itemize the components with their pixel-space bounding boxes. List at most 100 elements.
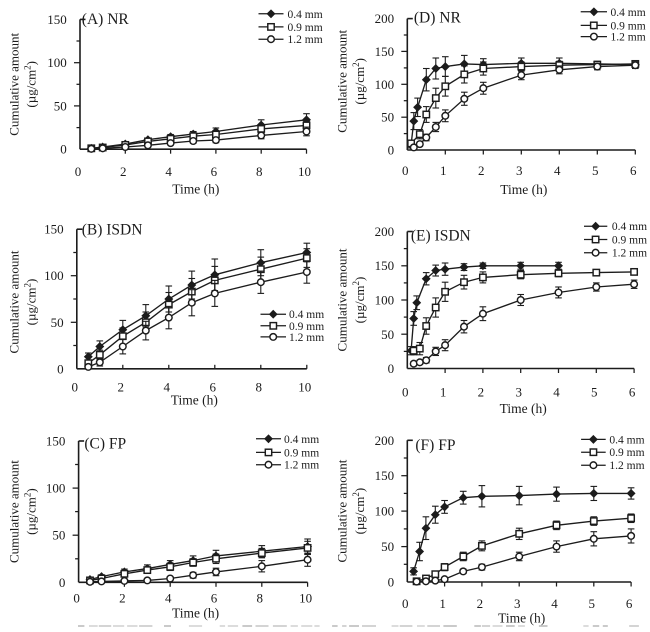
svg-text:6: 6: [626, 596, 633, 611]
svg-text:6: 6: [629, 385, 636, 400]
svg-text:0: 0: [75, 164, 82, 179]
svg-text:0.4 mm: 0.4 mm: [284, 434, 319, 446]
svg-text:Cumulative amount: Cumulative amount: [6, 250, 21, 353]
svg-text:3: 3: [515, 385, 522, 400]
svg-text:150: 150: [44, 222, 64, 237]
svg-text:100: 100: [375, 77, 395, 92]
svg-text:0.4 mm: 0.4 mm: [612, 221, 647, 233]
svg-text:8: 8: [256, 380, 263, 395]
svg-text:0: 0: [388, 575, 395, 590]
svg-text:50: 50: [51, 315, 64, 330]
svg-text:0.4 mm: 0.4 mm: [289, 309, 324, 321]
svg-text:0.4 mm: 0.4 mm: [611, 7, 646, 19]
svg-text:100: 100: [375, 504, 395, 519]
svg-text:0: 0: [402, 596, 409, 611]
svg-text:10: 10: [298, 380, 311, 395]
svg-text:200: 200: [375, 224, 395, 239]
svg-text:50: 50: [52, 528, 65, 543]
svg-text:(µg/cm2): (µg/cm2): [22, 61, 38, 108]
svg-text:(E) ISDN: (E) ISDN: [411, 228, 471, 245]
svg-text:Time (h): Time (h): [172, 605, 219, 620]
svg-text:0: 0: [388, 361, 395, 376]
svg-text:150: 150: [47, 12, 67, 27]
svg-text:6: 6: [630, 163, 637, 178]
svg-text:10: 10: [298, 164, 311, 179]
svg-text:(µg/cm2): (µg/cm2): [22, 279, 38, 326]
svg-text:Time (h): Time (h): [498, 611, 545, 626]
svg-text:Time (h): Time (h): [500, 182, 547, 197]
svg-text:50: 50: [381, 539, 394, 554]
svg-text:0: 0: [388, 143, 395, 158]
svg-text:4: 4: [164, 380, 171, 395]
svg-text:150: 150: [46, 434, 66, 449]
svg-text:2: 2: [118, 380, 125, 395]
svg-text:Cumulative amount: Cumulative amount: [6, 460, 21, 563]
svg-text:150: 150: [375, 468, 395, 483]
svg-text:1.2 mm: 1.2 mm: [284, 460, 319, 472]
svg-text:(µg/cm2): (µg/cm2): [351, 58, 367, 105]
svg-text:Time (h): Time (h): [500, 401, 547, 416]
svg-text:100: 100: [44, 268, 64, 283]
svg-text:1.2 mm: 1.2 mm: [289, 332, 324, 344]
svg-text:1.2 mm: 1.2 mm: [611, 32, 646, 44]
svg-text:Cumulative amount: Cumulative amount: [334, 459, 349, 562]
svg-text:Cumulative amount: Cumulative amount: [334, 248, 349, 351]
svg-text:0.9 mm: 0.9 mm: [611, 20, 646, 32]
svg-text:(µg/cm2): (µg/cm2): [351, 488, 367, 535]
svg-text:2: 2: [478, 163, 485, 178]
svg-text:4: 4: [553, 385, 560, 400]
svg-text:1: 1: [439, 596, 446, 611]
svg-text:0.9 mm: 0.9 mm: [288, 22, 323, 34]
svg-text:(A) NR: (A) NR: [82, 11, 130, 28]
svg-text:100: 100: [46, 481, 66, 496]
svg-text:0.9 mm: 0.9 mm: [289, 321, 324, 333]
svg-text:(F) FP: (F) FP: [415, 437, 455, 454]
svg-text:0: 0: [402, 163, 409, 178]
svg-text:150: 150: [375, 258, 395, 273]
svg-text:(B) ISDN: (B) ISDN: [82, 222, 143, 239]
svg-text:1.2 mm: 1.2 mm: [612, 248, 647, 260]
svg-text:0.4 mm: 0.4 mm: [288, 9, 323, 21]
svg-text:6: 6: [211, 590, 218, 605]
svg-text:4: 4: [165, 164, 172, 179]
svg-text:50: 50: [54, 98, 67, 113]
svg-text:6: 6: [210, 380, 217, 395]
svg-text:2: 2: [477, 596, 484, 611]
svg-text:100: 100: [47, 55, 67, 70]
svg-text:150: 150: [375, 44, 395, 59]
svg-text:3: 3: [514, 596, 521, 611]
svg-text:2: 2: [119, 590, 126, 605]
svg-text:4: 4: [551, 596, 558, 611]
svg-text:(µg/cm2): (µg/cm2): [22, 488, 38, 535]
svg-text:1: 1: [440, 163, 447, 178]
svg-text:0.9 mm: 0.9 mm: [284, 447, 319, 459]
svg-text:0: 0: [72, 380, 79, 395]
svg-text:4: 4: [554, 163, 561, 178]
svg-text:2: 2: [120, 164, 127, 179]
svg-text:0: 0: [59, 575, 66, 590]
svg-text:Cumulative amount: Cumulative amount: [6, 32, 21, 135]
svg-text:8: 8: [256, 164, 263, 179]
svg-text:Cumulative amount: Cumulative amount: [334, 29, 349, 132]
svg-text:0: 0: [60, 142, 67, 157]
svg-text:50: 50: [381, 110, 394, 125]
svg-text:0: 0: [57, 361, 64, 376]
svg-text:5: 5: [592, 163, 599, 178]
svg-text:200: 200: [375, 433, 395, 448]
svg-text:1: 1: [440, 385, 447, 400]
svg-text:200: 200: [375, 11, 395, 26]
svg-text:0.9 mm: 0.9 mm: [609, 447, 644, 459]
svg-text:Time (h): Time (h): [172, 182, 219, 197]
svg-text:2: 2: [478, 385, 485, 400]
svg-text:1.2 mm: 1.2 mm: [609, 460, 644, 472]
svg-text:0: 0: [73, 590, 80, 605]
svg-text:5: 5: [589, 596, 596, 611]
svg-text:3: 3: [516, 163, 523, 178]
svg-text:5: 5: [591, 385, 598, 400]
svg-text:6: 6: [211, 164, 218, 179]
svg-text:0.4 mm: 0.4 mm: [609, 434, 644, 446]
svg-text:0: 0: [402, 385, 409, 400]
svg-text:50: 50: [381, 327, 394, 342]
svg-text:(µg/cm2): (µg/cm2): [351, 277, 367, 324]
svg-text:4: 4: [165, 590, 172, 605]
